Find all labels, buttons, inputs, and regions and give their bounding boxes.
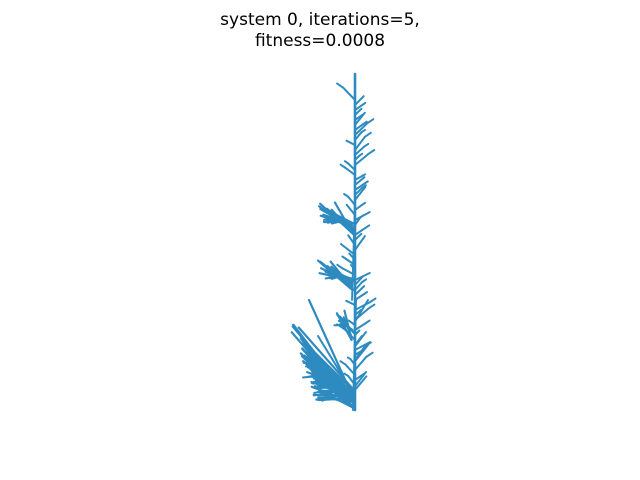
twig [364,319,371,325]
twig [349,358,356,366]
twig [354,95,365,106]
twig [360,128,366,134]
twig [367,303,376,310]
twig [354,154,361,161]
twig [347,195,356,206]
twig [354,227,366,236]
twig [354,101,367,111]
twig [347,162,356,171]
twig [344,363,356,376]
twig [354,173,366,181]
twig [359,214,365,219]
twig [354,111,366,126]
twig [339,163,347,169]
twig [343,193,350,198]
twig [354,309,362,316]
twig [354,375,368,391]
figure-title-line-1: system 0, iterations=5, [220,10,420,30]
twig [354,372,366,381]
twig [354,186,367,201]
twig [339,360,347,366]
twig [345,203,356,216]
twig [362,180,369,185]
twig [345,139,356,146]
twig [344,166,356,176]
twig [362,142,370,148]
twig [354,186,364,196]
twig [354,115,362,121]
twig [354,131,363,141]
leaf-branch [327,216,343,221]
twig [347,234,356,246]
twig [350,264,356,271]
twig [336,263,344,270]
sprig [355,371,367,386]
twig [361,278,368,283]
twig [348,252,356,261]
twig [354,355,368,371]
fan-branch [312,393,333,398]
twig [354,216,362,226]
plant-branches [290,72,377,412]
twig [354,281,364,291]
figure-title-line-2: fitness=0.0008 [254,31,386,51]
twig [336,82,345,89]
twig [342,86,356,101]
leaf-branch [322,220,338,223]
twig [368,297,377,304]
twig [358,152,364,157]
sprig [355,344,369,361]
twig [367,149,376,156]
twig [354,135,366,151]
twig [354,153,370,166]
twig [354,122,369,136]
twig [366,118,375,125]
sprig [355,331,367,346]
twig [354,285,366,296]
twig [354,293,365,301]
twig [354,235,366,251]
leaf-branch [328,274,343,280]
fan-branch [317,335,346,381]
twig [347,319,356,326]
twig [354,350,362,356]
twig [343,372,350,378]
twig [363,131,372,138]
twig [354,107,363,116]
figure-title: system 0, iterations=5, fitness=0.0008 [0,10,640,52]
fan-branch [315,391,351,401]
twig [341,267,356,276]
twig [354,176,366,186]
twig [365,351,374,358]
twig [363,224,371,230]
twig [341,255,356,266]
twig [354,145,365,156]
twig [354,232,363,241]
twig [361,201,367,206]
twig [362,291,368,296]
twig [354,203,363,211]
twig [346,356,352,361]
twig [354,322,367,331]
twig [340,243,356,256]
twig [345,299,356,306]
twig [354,341,371,351]
sprig [355,299,369,321]
twig [354,301,371,311]
twig [354,275,364,286]
twig [361,184,367,189]
twig [354,183,365,191]
twig [347,375,356,386]
fan-branch [317,397,349,402]
twig [343,160,350,165]
twig [354,120,368,131]
fan-branch [315,386,334,390]
fan-branch [302,340,353,394]
